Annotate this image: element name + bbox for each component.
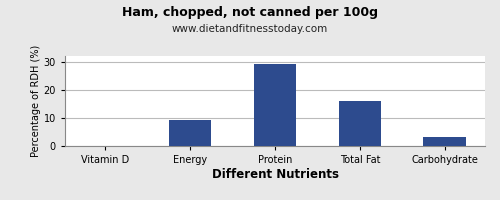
Text: Ham, chopped, not canned per 100g: Ham, chopped, not canned per 100g xyxy=(122,6,378,19)
Y-axis label: Percentage of RDH (%): Percentage of RDH (%) xyxy=(31,45,41,157)
Text: www.dietandfitnesstoday.com: www.dietandfitnesstoday.com xyxy=(172,24,328,34)
Bar xyxy=(254,64,296,146)
X-axis label: Different Nutrients: Different Nutrients xyxy=(212,168,338,181)
Bar xyxy=(338,101,381,146)
Bar xyxy=(169,120,212,146)
Bar xyxy=(424,137,466,146)
